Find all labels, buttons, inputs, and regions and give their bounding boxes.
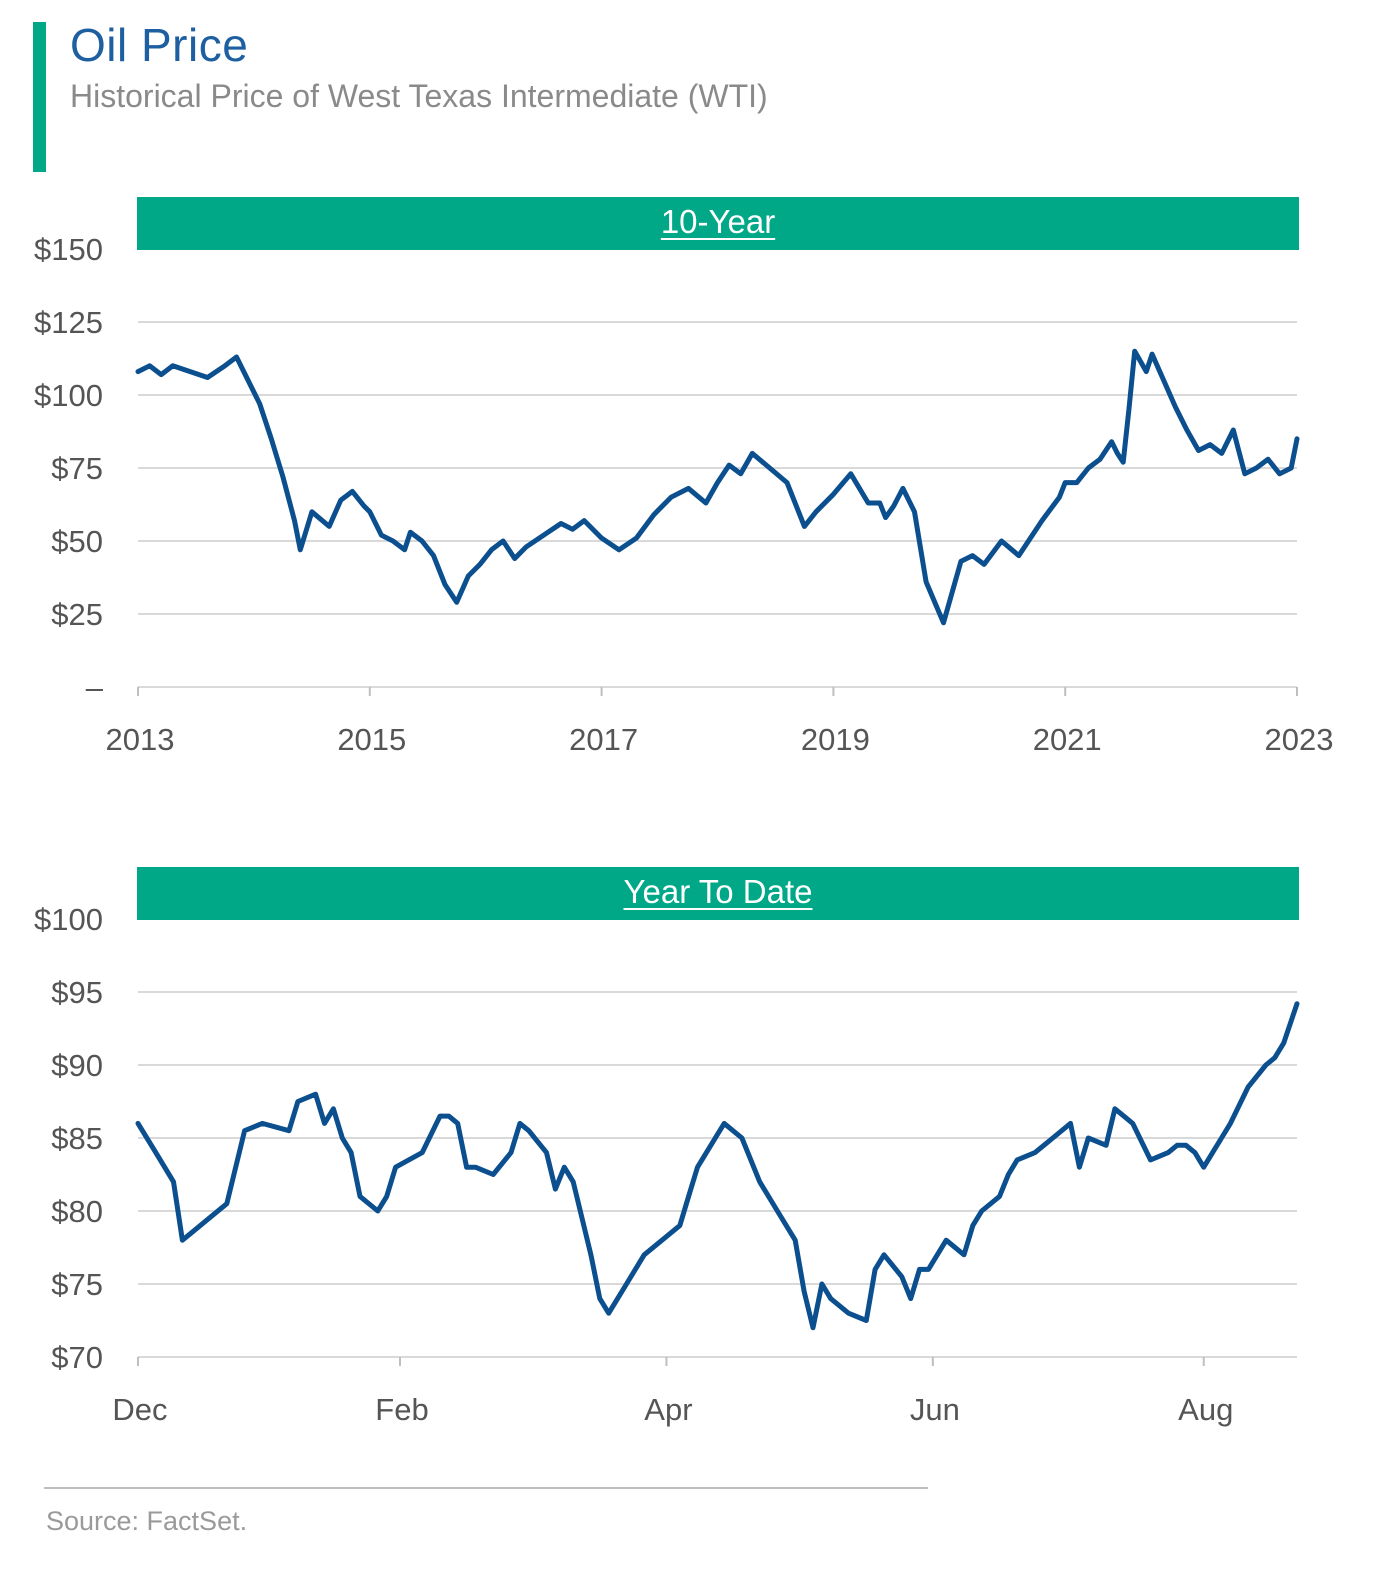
y-tick-label: $95	[51, 975, 103, 1010]
x-tick-label: 2019	[801, 722, 870, 757]
year-to-date-line-chart: $70 $75 $80 $85 $90 $95 $100 Dec Feb Apr Jun Aug	[34, 902, 1300, 1427]
x-tick-label: 2013	[106, 722, 175, 757]
y-tick-label: $50	[51, 524, 103, 559]
y-tick-label: $85	[51, 1121, 103, 1156]
y-tick-label: $80	[51, 1194, 103, 1229]
panel-header-year-to-date: Year To Date	[137, 867, 1299, 920]
panel-header-10-year: 10-Year	[137, 197, 1299, 250]
x-tick-label: 2021	[1033, 722, 1102, 757]
y-tick-label: $100	[34, 902, 103, 937]
y-tick-label: $75	[51, 1267, 103, 1302]
x-tick-label: Apr	[644, 1392, 692, 1427]
y-tick-label: –	[86, 670, 104, 705]
y-tick-label: $125	[34, 305, 103, 340]
source-divider	[44, 1487, 928, 1489]
x-tick-label: Jun	[910, 1392, 960, 1427]
y-tick-label: $25	[51, 597, 103, 632]
y-tick-label: $70	[51, 1340, 103, 1375]
panel-title-year-to-date: Year To Date	[623, 873, 813, 910]
y-tick-label: $150	[34, 232, 103, 267]
x-tick-label: 2015	[337, 722, 406, 757]
x-tick-label: Feb	[375, 1392, 428, 1427]
ten-year-line-chart: – $25 $50 $75 $100 $125 $150 2013 2015 2017 2019 20…	[34, 232, 1334, 757]
wti-price-line	[135, 348, 1300, 626]
x-tick-label: 2017	[569, 722, 638, 757]
panel-title-10-year: 10-Year	[660, 203, 776, 240]
y-tick-label: $90	[51, 1048, 103, 1083]
y-tick-label: $75	[51, 451, 103, 486]
chart-subtitle: Historical Price of West Texas Intermedi…	[70, 78, 768, 114]
x-tick-label: Aug	[1178, 1392, 1233, 1427]
x-tick-label: Dec	[112, 1392, 167, 1427]
title-accent-bar	[33, 22, 46, 172]
chart-title: Oil Price	[70, 19, 249, 71]
wti-price-line	[135, 1001, 1300, 1331]
y-tick-label: $100	[34, 378, 103, 413]
source-note: Source: FactSet.	[46, 1506, 248, 1536]
x-tick-label: 2023	[1265, 722, 1334, 757]
